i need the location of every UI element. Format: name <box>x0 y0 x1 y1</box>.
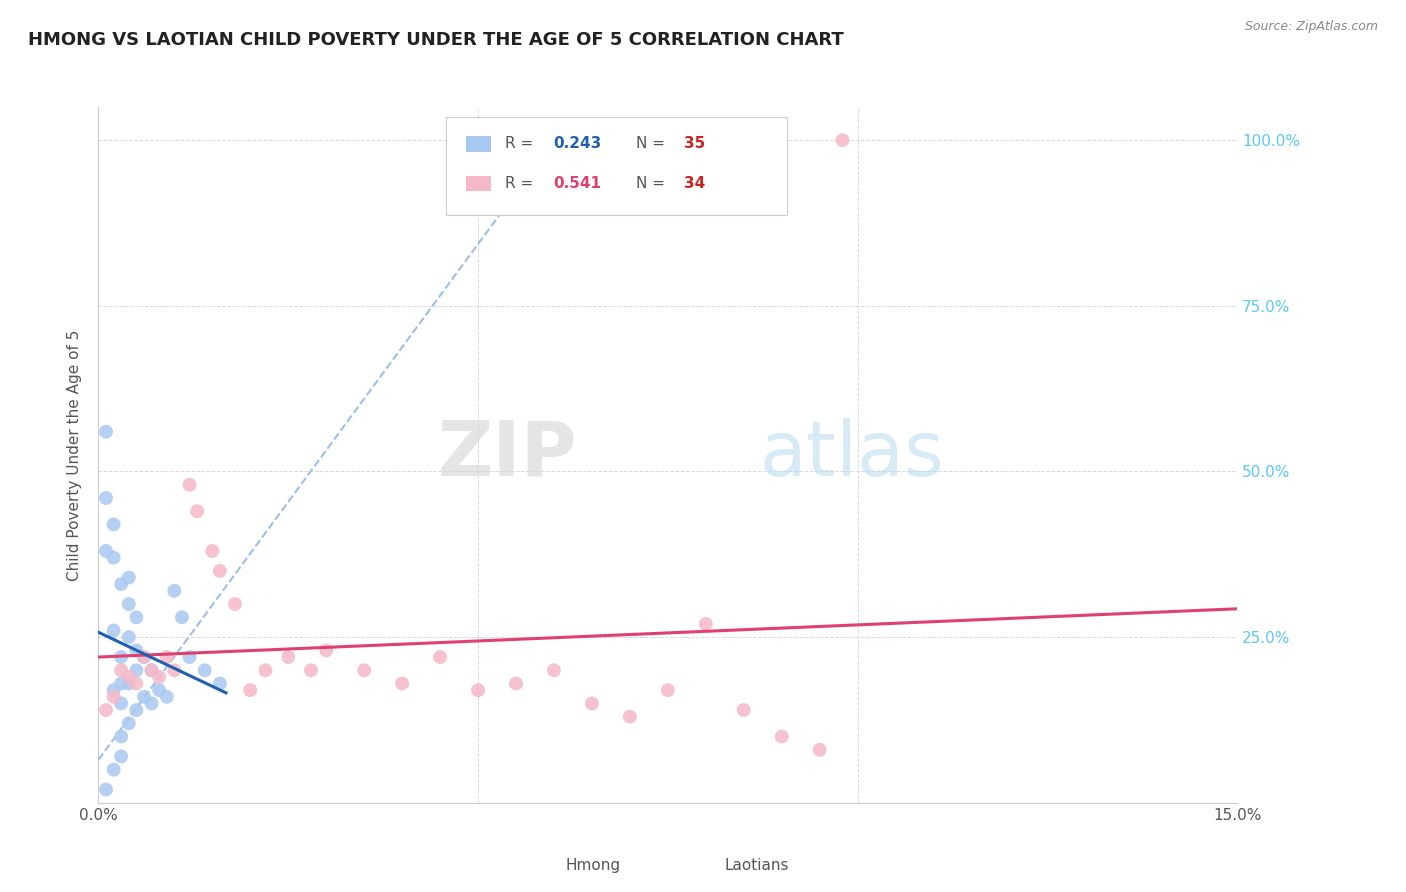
Point <box>103 550 125 565</box>
Point <box>125 643 148 657</box>
Point <box>125 610 148 624</box>
Point <box>110 676 132 690</box>
Text: Hmong: Hmong <box>565 858 620 873</box>
Point <box>208 564 231 578</box>
Point <box>657 683 679 698</box>
Point <box>118 597 141 611</box>
Point <box>186 504 208 518</box>
Point <box>141 697 163 711</box>
Point <box>110 650 132 665</box>
Point <box>132 650 155 665</box>
Point <box>94 491 117 505</box>
Point <box>110 697 132 711</box>
Point <box>103 517 125 532</box>
Point <box>543 663 565 677</box>
Text: atlas: atlas <box>759 418 943 491</box>
Point <box>194 663 217 677</box>
Point <box>141 663 163 677</box>
FancyBboxPatch shape <box>690 850 716 881</box>
FancyBboxPatch shape <box>531 850 557 881</box>
Point <box>299 663 322 677</box>
Point <box>808 743 831 757</box>
Point <box>391 676 413 690</box>
Point <box>118 716 141 731</box>
FancyBboxPatch shape <box>446 118 787 215</box>
Text: R =: R = <box>505 136 538 152</box>
Point <box>103 763 125 777</box>
Y-axis label: Child Poverty Under the Age of 5: Child Poverty Under the Age of 5 <box>67 329 83 581</box>
Point <box>581 697 603 711</box>
Text: 0.243: 0.243 <box>553 136 602 152</box>
Point <box>110 749 132 764</box>
Point <box>94 782 117 797</box>
Point <box>94 703 117 717</box>
Text: ZIP: ZIP <box>437 418 576 491</box>
Point <box>770 730 793 744</box>
Point <box>132 690 155 704</box>
Point <box>467 683 489 698</box>
FancyBboxPatch shape <box>467 136 491 152</box>
Point <box>156 690 179 704</box>
Point <box>110 730 132 744</box>
Text: 0.541: 0.541 <box>553 176 600 191</box>
Point <box>94 544 117 558</box>
Point <box>103 690 125 704</box>
Point <box>118 670 141 684</box>
Text: N =: N = <box>636 136 669 152</box>
Point <box>224 597 246 611</box>
Point <box>94 425 117 439</box>
Point <box>163 583 186 598</box>
Point <box>148 670 170 684</box>
Point <box>429 650 451 665</box>
Text: Laotians: Laotians <box>725 858 789 873</box>
Point <box>179 477 201 491</box>
Point <box>170 610 193 624</box>
Point <box>132 650 155 665</box>
Point <box>110 663 132 677</box>
Point <box>148 683 170 698</box>
Point <box>141 663 163 677</box>
Point <box>179 650 201 665</box>
Point <box>201 544 224 558</box>
Point <box>254 663 277 677</box>
Point <box>163 663 186 677</box>
Text: N =: N = <box>636 176 669 191</box>
Point <box>110 577 132 591</box>
Point <box>505 676 527 690</box>
Point <box>695 616 717 631</box>
Point <box>118 570 141 584</box>
Point <box>353 663 375 677</box>
Point <box>208 676 231 690</box>
Point <box>118 630 141 644</box>
Point <box>619 709 641 723</box>
Point <box>118 676 141 690</box>
Point <box>103 683 125 698</box>
Text: 35: 35 <box>683 136 704 152</box>
Point <box>277 650 299 665</box>
Point <box>239 683 262 698</box>
Point <box>831 133 853 147</box>
FancyBboxPatch shape <box>467 176 491 191</box>
Point <box>315 643 337 657</box>
Text: Source: ZipAtlas.com: Source: ZipAtlas.com <box>1244 20 1378 33</box>
Point <box>125 663 148 677</box>
Point <box>156 650 179 665</box>
Point <box>125 703 148 717</box>
Point <box>125 676 148 690</box>
Text: HMONG VS LAOTIAN CHILD POVERTY UNDER THE AGE OF 5 CORRELATION CHART: HMONG VS LAOTIAN CHILD POVERTY UNDER THE… <box>28 31 844 49</box>
Text: 34: 34 <box>683 176 704 191</box>
Text: R =: R = <box>505 176 538 191</box>
Point <box>733 703 755 717</box>
Point <box>103 624 125 638</box>
